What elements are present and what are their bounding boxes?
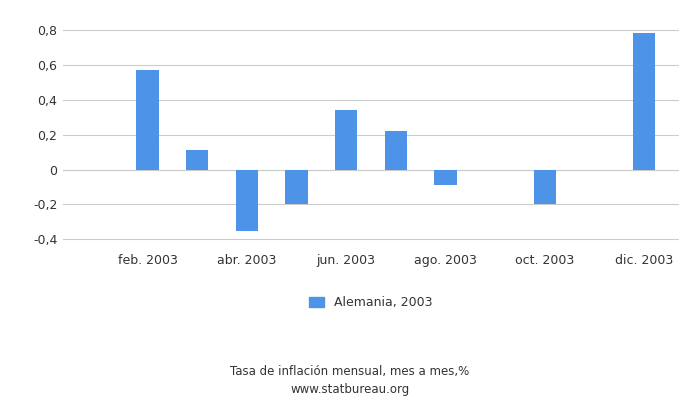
Bar	[385, 131, 407, 170]
Bar	[434, 170, 456, 185]
Bar	[533, 170, 556, 204]
Text: Tasa de inflación mensual, mes a mes,%: Tasa de inflación mensual, mes a mes,%	[230, 366, 470, 378]
Text: www.statbureau.org: www.statbureau.org	[290, 384, 410, 396]
Bar	[633, 34, 655, 170]
Bar	[136, 70, 159, 170]
Bar	[236, 170, 258, 230]
Bar	[335, 110, 357, 170]
Legend: Alemania, 2003: Alemania, 2003	[309, 296, 433, 309]
Bar	[186, 150, 209, 170]
Bar	[286, 170, 308, 204]
